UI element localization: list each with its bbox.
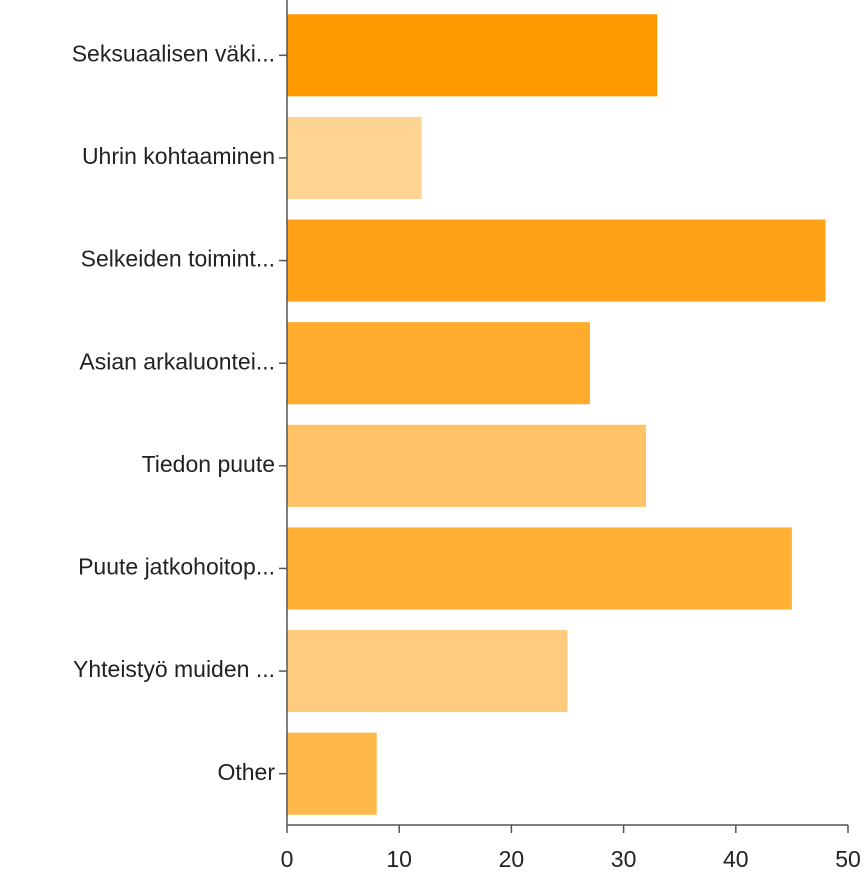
- y-tick-label: Tiedon puute: [142, 451, 275, 477]
- bar: [287, 424, 647, 507]
- bar: [287, 630, 568, 713]
- x-tick-label: 0: [281, 846, 294, 872]
- y-tick-label: Other: [217, 759, 275, 785]
- bar: [287, 322, 590, 405]
- bar: [287, 14, 658, 97]
- y-tick-label: Seksuaalisen väki...: [72, 40, 275, 66]
- x-tick-label: 40: [723, 846, 749, 872]
- x-tick-label: 20: [499, 846, 525, 872]
- y-tick-label: Puute jatkohoitop...: [78, 554, 275, 580]
- bar: [287, 219, 826, 302]
- x-tick-label: 10: [386, 846, 412, 872]
- x-tick-label: 50: [835, 846, 861, 872]
- bar: [287, 732, 377, 815]
- bar: [287, 527, 792, 610]
- y-tick-label: Uhrin kohtaaminen: [82, 143, 275, 169]
- y-tick-label: Yhteistyö muiden ...: [73, 656, 275, 682]
- y-tick-label: Asian arkaluontei...: [79, 348, 275, 374]
- y-tick-label: Selkeiden toimint...: [81, 246, 275, 272]
- x-tick-label: 30: [611, 846, 637, 872]
- bar: [287, 116, 422, 199]
